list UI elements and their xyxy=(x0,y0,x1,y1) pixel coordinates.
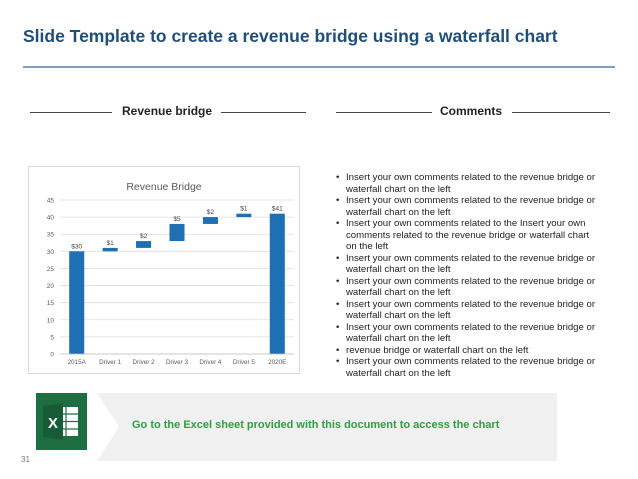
banner-arrow-icon xyxy=(97,393,119,461)
bar-driver-3 xyxy=(169,223,185,242)
x-tick-label: Driver 1 xyxy=(99,359,122,366)
section-header-comments: Comments xyxy=(336,104,610,120)
y-tick-label: 10 xyxy=(47,317,55,324)
bar-driver-4 xyxy=(202,217,218,224)
y-tick-label: 30 xyxy=(47,249,55,256)
comment-item: Insert your own comments related to the … xyxy=(336,253,598,276)
comment-item: Insert your own comments related to the … xyxy=(336,322,598,345)
data-label: $1 xyxy=(107,240,115,247)
page-number: 31 xyxy=(21,455,30,464)
comment-item: Insert your own comments related to the … xyxy=(336,195,598,218)
excel-x-glyph-icon: X xyxy=(48,415,58,432)
section-rule-left xyxy=(336,112,432,113)
bar-2015a xyxy=(69,251,85,354)
section-label-comments: Comments xyxy=(440,104,503,118)
comment-item: Insert your own comments related to the … xyxy=(336,218,598,253)
bar-driver-2 xyxy=(136,241,152,248)
y-tick-label: 45 xyxy=(47,198,55,205)
x-tick-label: Driver 3 xyxy=(166,359,189,366)
comment-item: Insert your own comments related to the … xyxy=(336,172,598,195)
y-tick-label: 35 xyxy=(47,232,55,239)
bar-2020e xyxy=(269,213,285,354)
excel-banner: Go to the Excel sheet provided with this… xyxy=(97,393,557,461)
excel-icon[interactable]: X xyxy=(36,393,87,450)
revenue-bridge-chart: Revenue Bridge $30 $1 $2 $5 $2 $1 $41 0 5 10 15 20… xyxy=(28,166,300,374)
comment-item: Insert your own comments related to the … xyxy=(336,356,598,379)
excel-banner-message: Go to the Excel sheet provided with this… xyxy=(132,419,500,431)
section-header-revenue-bridge: Revenue bridge xyxy=(30,104,306,120)
comment-item: Insert your own comments related to the … xyxy=(336,299,598,322)
bar-driver-1 xyxy=(102,247,118,252)
chart-title: Revenue Bridge xyxy=(126,181,201,193)
x-tick-label: Driver 5 xyxy=(233,359,256,366)
bar-driver-5 xyxy=(236,213,252,218)
comment-item: Insert your own comments related to the … xyxy=(336,276,598,299)
x-tick-label: Driver 2 xyxy=(133,359,156,366)
y-tick-label: 25 xyxy=(47,266,55,273)
x-tick-label: Driver 4 xyxy=(199,359,222,366)
comments-list: Insert your own comments related to the … xyxy=(336,172,598,379)
x-tick-label: 2015A xyxy=(68,359,87,366)
data-label: $41 xyxy=(272,206,283,213)
y-tick-label: 40 xyxy=(47,215,55,222)
y-tick-label: 5 xyxy=(50,334,54,341)
data-label: $30 xyxy=(71,243,82,250)
comment-item: revenue bridge or waterfall chart on the… xyxy=(336,345,598,357)
y-tick-label: 15 xyxy=(47,300,55,307)
data-label: $2 xyxy=(207,209,215,216)
y-tick-label: 20 xyxy=(47,283,55,290)
data-label: $1 xyxy=(240,206,248,213)
chart-background xyxy=(28,166,300,374)
y-tick-label: 0 xyxy=(50,352,54,359)
section-rule-right xyxy=(221,112,306,113)
section-rule-right xyxy=(512,112,610,113)
data-label: $2 xyxy=(140,233,148,240)
excel-x-panel-icon xyxy=(43,403,63,440)
x-tick-label: 2020E xyxy=(268,359,286,366)
title-divider xyxy=(23,66,615,68)
page-title: Slide Template to create a revenue bridg… xyxy=(23,26,558,46)
section-label-revenue-bridge: Revenue bridge xyxy=(122,104,213,118)
data-label: $5 xyxy=(173,216,181,223)
section-rule-left xyxy=(30,112,112,113)
